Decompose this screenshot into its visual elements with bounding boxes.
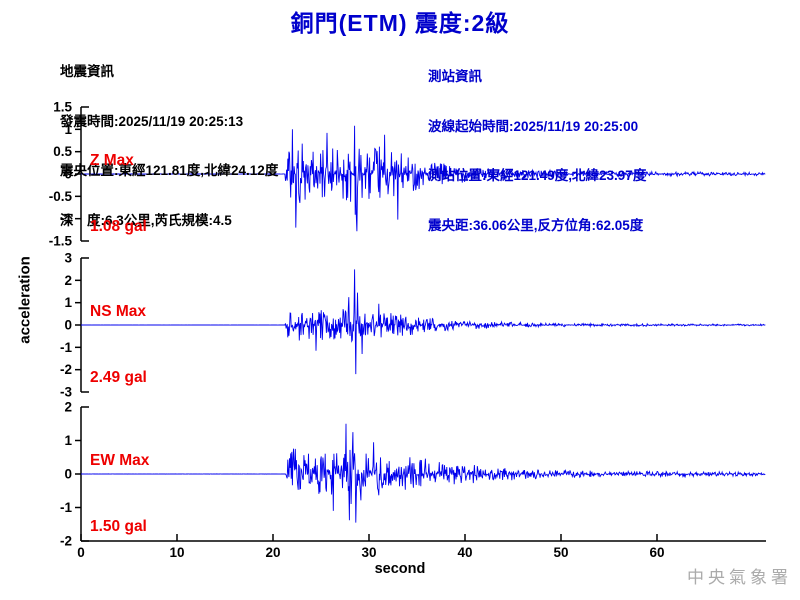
earthquake-info-block: 地震資訊 發震時間:2025/11/19 20:25:13 震央位置:東經121… (60, 31, 278, 246)
x-tick-label: 20 (265, 545, 280, 560)
y-axis-title: acceleration (16, 256, 34, 344)
x-tick-label: 0 (77, 545, 85, 560)
station-info-block: 測站資訊 波線起始時間:2025/11/19 20:25:00 測站位置:東經1… (428, 36, 646, 251)
x-tick-label: 40 (457, 545, 472, 560)
y-tick-label: 3 (64, 251, 72, 266)
trace-ew-name: EW Max (90, 452, 150, 469)
x-tick-label: 60 (649, 545, 664, 560)
y-tick-label: -1.5 (49, 234, 73, 249)
eq-epicenter: 震央位置:東經121.81度,北緯24.12度 (60, 163, 279, 178)
trace-ew-max: 1.50 gal (90, 518, 147, 535)
eq-depth-magnitude: 深 度:6.3公里,芮氏規模:4.5 (60, 212, 232, 228)
y-tick-label: -1 (60, 500, 72, 515)
y-tick-label: -1 (60, 340, 72, 355)
y-tick-label: -0.5 (49, 189, 73, 204)
waveform-NS (81, 269, 766, 375)
agency-watermark: 中央氣象署 (687, 568, 792, 587)
sta-distance-azimuth: 震央距:36.06公里,反方位角:62.05度 (428, 217, 644, 233)
y-tick-label: 0 (64, 467, 72, 482)
page-title: 銅門(ETM) 震度:2級 (290, 10, 510, 36)
sta-wave-start-time: 波線起始時間:2025/11/19 20:25:00 (428, 118, 639, 134)
trace-max-label-ns: NS Max 2.49 gal (90, 257, 147, 411)
eq-info-heading: 地震資訊 (60, 64, 114, 79)
trace-z-name: Z Max (90, 152, 134, 169)
y-tick-label: -1 (60, 211, 72, 226)
y-tick-label: -2 (60, 362, 72, 377)
y-tick-label: 0 (64, 318, 72, 333)
waveform-EW (81, 423, 766, 523)
trace-z-max: 1.08 gal (90, 218, 147, 235)
waveform-Z (81, 125, 766, 232)
sta-location: 測站位置:東經121.49度,北緯23.97度 (428, 168, 647, 183)
y-tick-label: 1.5 (53, 100, 72, 115)
trace-max-label-ew: EW Max 1.50 gal (90, 406, 149, 560)
y-tick-label: 1 (64, 433, 72, 448)
y-tick-label: 1 (64, 122, 72, 137)
trace-ns-name: NS Max (90, 303, 146, 320)
y-tick-label: 0.5 (53, 144, 72, 159)
trace-max-label-z: Z Max 1.08 gal (90, 106, 147, 260)
sta-info-heading: 測站資訊 (428, 69, 482, 84)
y-tick-label: 2 (64, 273, 72, 288)
y-tick-label: 2 (64, 400, 72, 415)
trace-ns-max: 2.49 gal (90, 369, 147, 386)
x-tick-label: 10 (169, 545, 184, 560)
y-tick-label: 1 (64, 295, 72, 310)
eq-origin-time: 發震時間:2025/11/19 20:25:13 (60, 113, 244, 129)
x-tick-label: 50 (553, 545, 568, 560)
x-tick-label: 30 (361, 545, 376, 560)
x-axis-title: second (374, 561, 426, 577)
y-tick-label: 0 (64, 167, 72, 182)
y-tick-label: -2 (60, 534, 72, 549)
y-tick-label: -3 (60, 385, 72, 400)
